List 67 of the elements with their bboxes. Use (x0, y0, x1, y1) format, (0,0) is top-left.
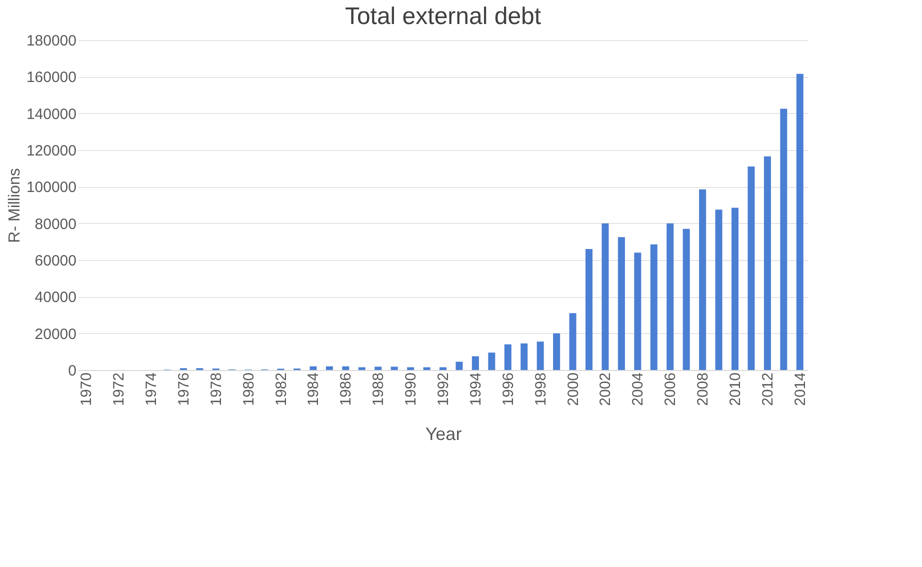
x-tick-label: 1978 (208, 372, 225, 406)
x-tick-label: 1992 (435, 372, 452, 406)
bar (504, 344, 512, 370)
bar (488, 352, 496, 370)
y-tick-label: 60000 (34, 252, 76, 270)
y-tick-label: 100000 (26, 179, 76, 196)
bar (602, 223, 609, 370)
x-tick-label: 1982 (272, 372, 290, 406)
bar (374, 366, 382, 370)
bar (682, 228, 690, 370)
y-tick-label: 140000 (26, 106, 76, 123)
bar (715, 210, 722, 370)
y-tick-label: 20000 (34, 326, 76, 343)
bar (456, 362, 463, 370)
bar (407, 367, 414, 370)
x-tick-label: 2006 (662, 372, 680, 406)
bar (310, 366, 317, 370)
x-tick-label: 1988 (370, 372, 388, 406)
x-tick-label: 2014 (792, 372, 809, 406)
x-tick-label: 2012 (759, 372, 776, 406)
y-axis-title: R- Millions (6, 168, 24, 243)
bar (440, 367, 446, 370)
bar (553, 333, 560, 370)
x-tick-label: 1998 (532, 372, 550, 406)
bar (699, 189, 706, 370)
x-tick-label: 1970 (78, 372, 96, 406)
bar (342, 366, 350, 370)
bar (569, 313, 576, 370)
x-tick-label: 2010 (727, 372, 744, 406)
x-axis-title: Year (425, 424, 462, 444)
bar (650, 244, 658, 370)
bar (520, 343, 528, 370)
bar (390, 366, 398, 370)
bar (634, 252, 642, 370)
bar (780, 108, 788, 370)
x-tick-label: 1996 (500, 372, 517, 406)
x-tick-label: 1994 (467, 372, 484, 406)
x-tick-label: 2000 (564, 372, 582, 406)
x-tick-label: 1974 (143, 372, 160, 406)
bar (764, 156, 771, 370)
bar (423, 367, 430, 370)
x-tick-label: 2002 (597, 372, 614, 406)
x-tick-label: 2004 (630, 372, 647, 406)
bar (326, 366, 333, 370)
y-tick-label: 160000 (26, 69, 76, 86)
x-tick-label: 1986 (338, 372, 355, 406)
y-tick-label: 40000 (34, 289, 76, 306)
x-tick-label: 1976 (175, 372, 192, 406)
chart-title: Total external debt (344, 3, 542, 30)
x-tick-label: 1984 (305, 372, 322, 406)
bar (618, 237, 625, 370)
bar (732, 208, 738, 370)
bar (666, 223, 674, 370)
x-tick-label: 1990 (402, 372, 420, 406)
y-tick-label: 80000 (34, 216, 76, 233)
y-tick-label: 120000 (26, 142, 76, 160)
bar (536, 342, 544, 370)
x-tick-label: 2008 (694, 372, 712, 406)
bar (796, 74, 804, 370)
y-tick-label: 180000 (26, 32, 76, 50)
x-tick-label: 1980 (240, 372, 258, 406)
bar (472, 356, 479, 370)
bar (748, 166, 755, 370)
bar (586, 249, 592, 370)
y-tick-label: 0 (68, 362, 76, 380)
x-tick-label: 1972 (110, 372, 128, 406)
bar (358, 367, 366, 370)
